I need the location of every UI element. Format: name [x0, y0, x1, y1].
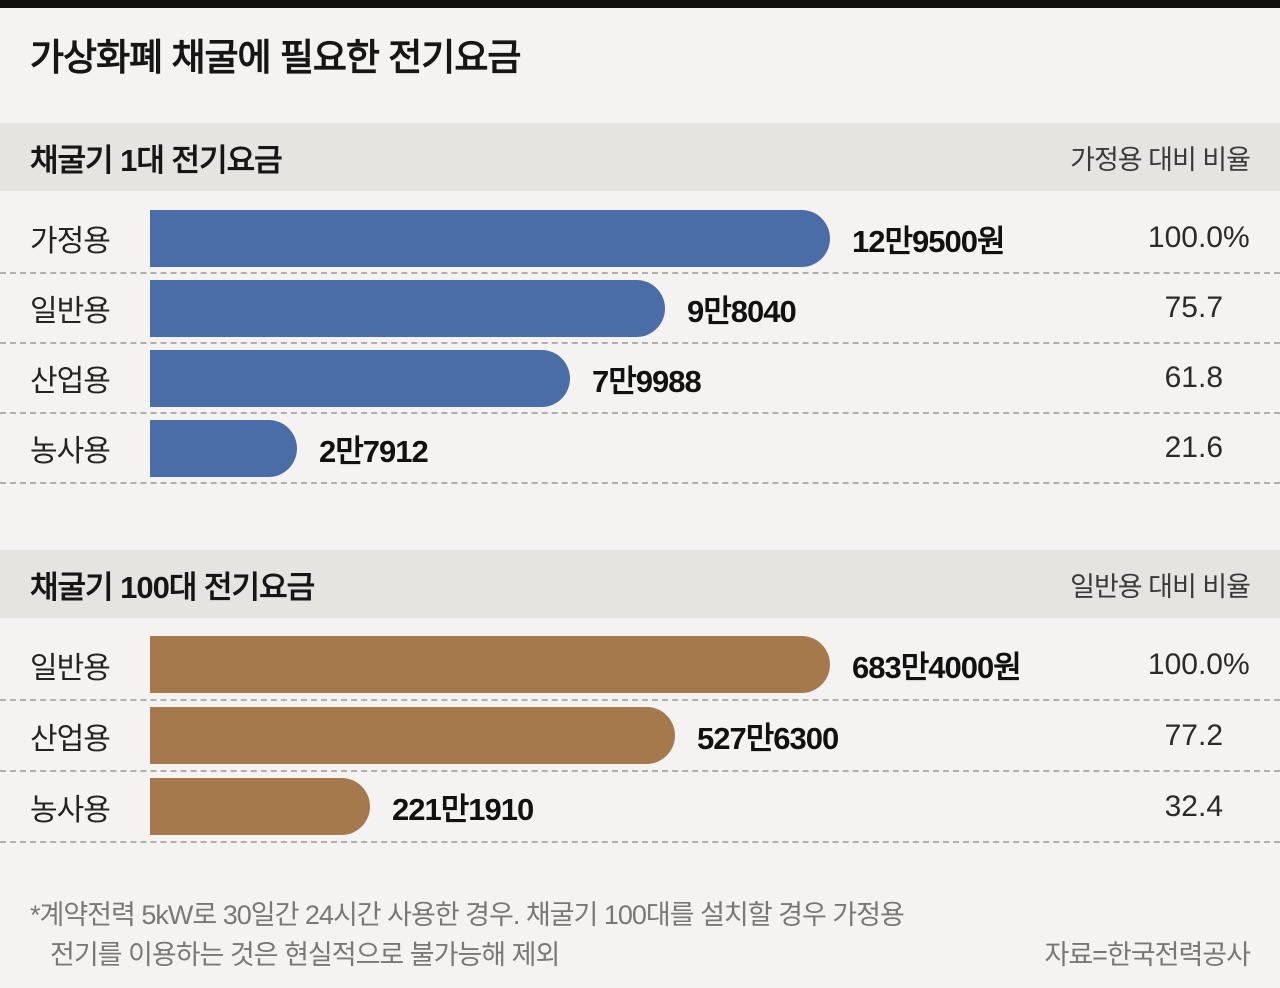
value-bar: [150, 419, 297, 477]
value-label: 527만6300: [697, 721, 839, 756]
table-row: 산업용 527만6300 77.2: [0, 701, 1280, 772]
section1-ratio-header: 가정용 대비 비율: [1070, 144, 1251, 175]
table-row: 일반용 9만8040 75.7: [0, 274, 1280, 344]
ratio-value: 100.0%: [1147, 647, 1250, 681]
category-label: 농사용: [30, 435, 111, 468]
section2-title: 채굴기 100대 전기요금: [30, 569, 315, 605]
value-bar: [150, 707, 675, 764]
section1-header: 채굴기 1대 전기요금 가정용 대비 비율: [0, 123, 1280, 191]
value-bar: [150, 279, 665, 337]
table-row: 일반용 683만4000원 100.0%: [0, 630, 1280, 701]
value-bar: [150, 349, 570, 407]
footnote: *계약전력 5kW로 30일간 24시간 사용한 경우. 채굴기 100대를 설…: [0, 895, 1280, 975]
section2-header: 채굴기 100대 전기요금 일반용 대비 비율: [0, 550, 1280, 618]
category-label: 가정용: [30, 225, 111, 258]
ratio-value: 21.6: [1164, 431, 1223, 464]
category-label: 산업용: [30, 365, 111, 398]
footnote-line-2: 전기를 이용하는 것은 현실적으로 불가능해 제외: [50, 940, 560, 970]
data-source-credit: 자료=한국전력공사: [1044, 940, 1251, 970]
table-row: 가정용 12만9500원 100.0%: [0, 204, 1280, 274]
ratio-value: 100.0%: [1147, 221, 1250, 254]
table-row: 농사용 221만1910 32.4: [0, 772, 1280, 843]
value-label: 221만1910: [392, 792, 534, 827]
table-row: 산업용 7만9988 61.8: [0, 344, 1280, 414]
ratio-value: 75.7: [1164, 291, 1223, 324]
ratio-value: 61.8: [1164, 361, 1223, 394]
value-bar: [150, 778, 370, 835]
value-label: 683만4000원: [852, 650, 1022, 685]
section2-rows: 일반용 683만4000원 100.0% 산업용 527만6300 77.2 농…: [0, 630, 1280, 843]
category-label: 일반용: [30, 651, 111, 685]
ratio-value: 77.2: [1164, 718, 1223, 752]
value-label: 9만8040: [687, 293, 797, 329]
footnote-line-1: *계약전력 5kW로 30일간 24시간 사용한 경우. 채굴기 100대를 설…: [30, 900, 905, 930]
footnote-text: *계약전력 5kW로 30일간 24시간 사용한 경우. 채굴기 100대를 설…: [30, 895, 1025, 975]
section1-title: 채굴기 1대 전기요금: [30, 142, 283, 178]
value-bar: [150, 636, 830, 693]
section1-rows: 가정용 12만9500원 100.0% 일반용 9만8040 75.7 산업용 …: [0, 204, 1280, 484]
table-row: 농사용 2만7912 21.6: [0, 414, 1280, 484]
value-label: 7만9988: [592, 363, 702, 399]
value-label: 12만9500원: [852, 223, 1005, 259]
section2-ratio-header: 일반용 대비 비율: [1070, 571, 1251, 602]
page-title: 가상화폐 채굴에 필요한 전기요금: [30, 37, 521, 78]
category-label: 산업용: [30, 722, 111, 756]
category-label: 농사용: [30, 793, 111, 827]
category-label: 일반용: [30, 295, 111, 328]
ratio-value: 32.4: [1164, 789, 1223, 823]
value-label: 2만7912: [319, 433, 429, 469]
value-bar: [150, 209, 830, 267]
top-border: [0, 0, 1280, 8]
